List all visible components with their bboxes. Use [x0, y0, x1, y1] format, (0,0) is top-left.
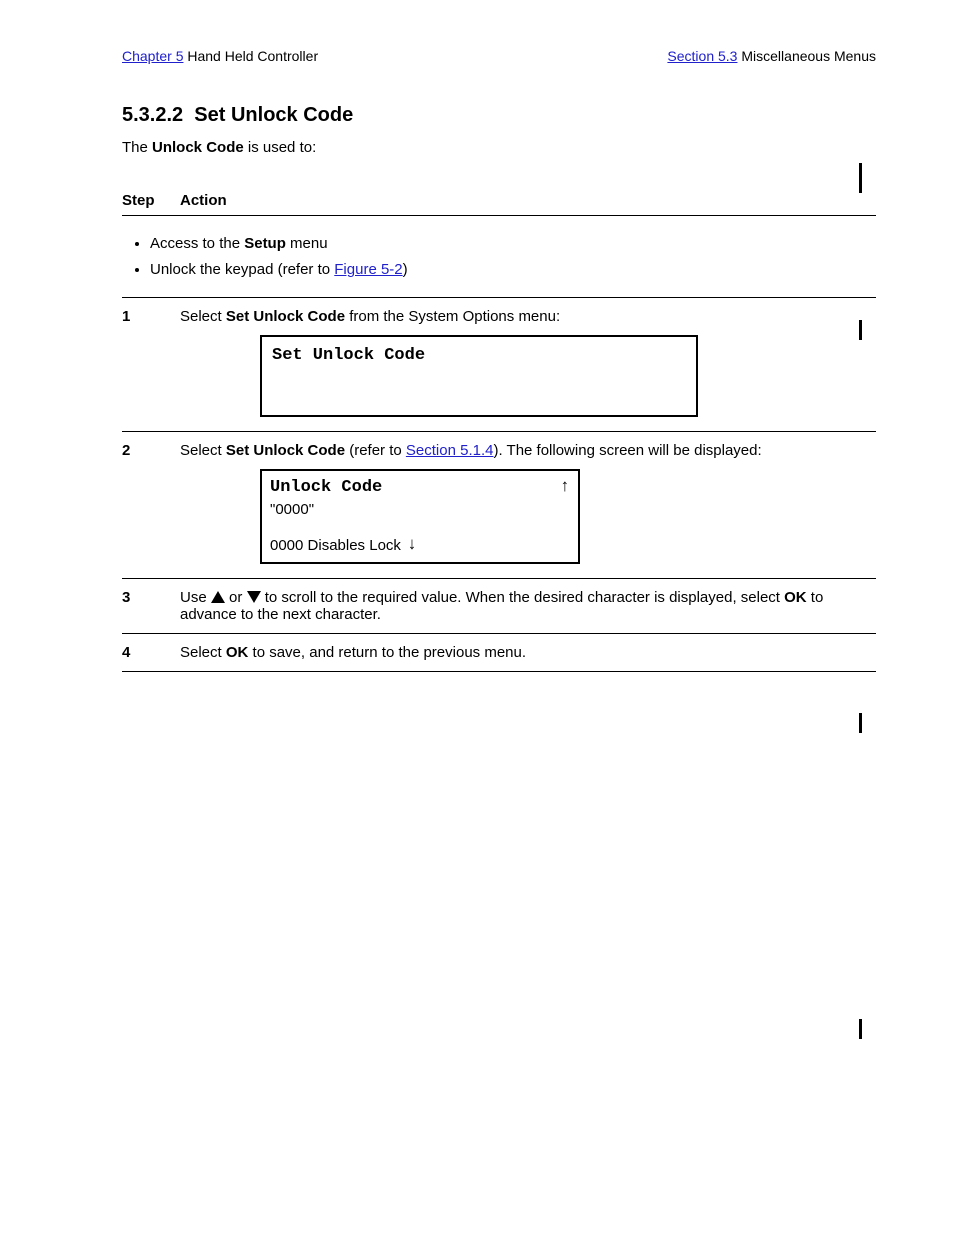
step-number: 2 [122, 432, 180, 578]
r3-pre: Use [180, 589, 211, 606]
page-header: Chapter 5 Hand Held Controller Section 5… [122, 48, 876, 64]
section-rest: Miscellaneous Menus [737, 48, 876, 64]
intro-pre: The [122, 139, 152, 156]
change-bar [859, 163, 862, 193]
steps-table: Step Action Access to the Setup menu Unl… [122, 186, 876, 672]
r4-pre: Select [180, 644, 226, 661]
figure-link[interactable]: Figure 5-2 [334, 261, 402, 278]
display-row: 0000 Disables Lock [270, 535, 570, 558]
section-number: 5.3.2.2 [122, 104, 183, 126]
r4-bold: OK [226, 644, 249, 661]
col-action: Action [180, 186, 876, 216]
section-title-row: 5.3.2.2 Set Unlock Code [122, 70, 876, 137]
r3-bold1: OK [784, 589, 807, 606]
display-line: Unlock Code [270, 477, 382, 500]
b1-pre: Access to the [150, 235, 244, 252]
intro-post: is used to: [244, 139, 317, 156]
triangle-up-icon [211, 591, 225, 603]
section-ref-link[interactable]: Section 5.1.4 [406, 442, 494, 459]
intro-paragraph: The Unlock Code is used to: [122, 137, 876, 158]
change-bar [859, 1019, 862, 1039]
step-action: Select Set Unlock Code from the System O… [180, 297, 876, 432]
list-item: Access to the Setup menu [150, 234, 872, 254]
step-action: Select Set Unlock Code (refer to Section… [180, 432, 876, 578]
r2-pre: Select [180, 442, 226, 459]
chapter-rest: Hand Held Controller [183, 48, 318, 64]
r1-bold: Set Unlock Code [226, 308, 345, 325]
arrow-up-icon [560, 477, 570, 500]
r4-post: to save, and return to the previous menu… [248, 644, 526, 661]
header-left: Chapter 5 Hand Held Controller [122, 48, 318, 64]
b2-post: ) [403, 261, 408, 278]
intro-bold: Unlock Code [152, 139, 244, 156]
r2-post: (refer to [345, 442, 406, 459]
section-name: Set Unlock Code [194, 104, 353, 126]
b1-bold: Setup [244, 235, 286, 252]
display-line: Set Unlock Code [272, 345, 686, 368]
list-item: Unlock the keypad (refer to Figure 5-2) [150, 260, 872, 280]
r1-pre: Select [180, 308, 226, 325]
chapter-link[interactable]: Chapter 5 [122, 48, 183, 64]
header-right: Section 5.3 Miscellaneous Menus [667, 48, 876, 64]
table-row: 4 Select OK to save, and return to the p… [122, 633, 876, 671]
table-row: 1 Select Set Unlock Code from the System… [122, 297, 876, 432]
display-line: "0000" [270, 500, 570, 520]
step-number: 1 [122, 297, 180, 432]
table-row: 3 Use or to scroll to the required value… [122, 578, 876, 633]
section-title: 5.3.2.2 Set Unlock Code [122, 104, 353, 127]
step-action: Use or to scroll to the required value. … [180, 578, 876, 633]
triangle-down-icon [247, 591, 261, 603]
table-row: 2 Select Set Unlock Code (refer to Secti… [122, 432, 876, 578]
bullet-list: Access to the Setup menu Unlock the keyp… [150, 234, 872, 281]
r3-post1: to scroll to the required value. When th… [261, 589, 785, 606]
r1-post: from the System Options menu: [345, 308, 560, 325]
step-number: 3 [122, 578, 180, 633]
display-line: 0000 Disables Lock [270, 536, 401, 556]
section-link[interactable]: Section 5.3 [667, 48, 737, 64]
change-bar [859, 320, 862, 340]
step-action: Select OK to save, and return to the pre… [180, 633, 876, 671]
display-box-1: Set Unlock Code [260, 335, 698, 418]
table-row: Access to the Setup menu Unlock the keyp… [122, 216, 876, 298]
display-row: Unlock Code [270, 477, 570, 500]
r3-mid: or [225, 589, 247, 606]
r2-after: ). The following screen will be displaye… [493, 442, 761, 459]
b2-pre: Unlock the keypad (refer to [150, 261, 334, 278]
arrow-down-icon [407, 535, 417, 558]
step-number: 4 [122, 633, 180, 671]
r2-bold: Set Unlock Code [226, 442, 345, 459]
col-step: Step [122, 186, 180, 216]
change-bar [859, 713, 862, 733]
display-box-2: Unlock Code "0000" 0000 Disables Lock [260, 469, 580, 563]
b1-post: menu [286, 235, 328, 252]
